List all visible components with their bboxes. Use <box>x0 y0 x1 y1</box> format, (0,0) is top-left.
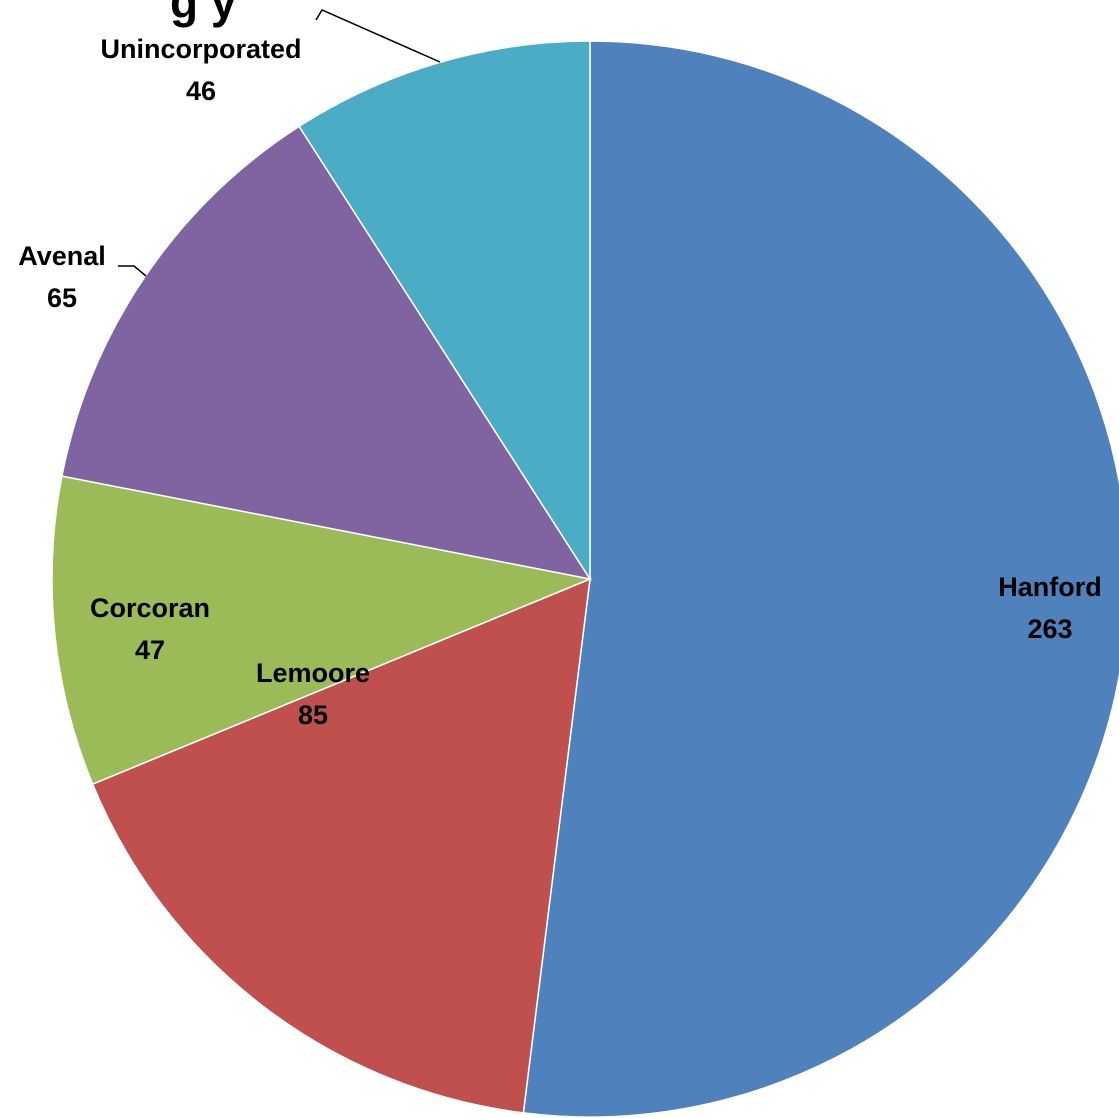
pie-label-value-hanford: 263 <box>1027 614 1072 644</box>
pie-slice-unincorporated <box>298 40 591 582</box>
pie-labels: Hanford 263 Lemoore 85 Corcoran 47 Avenal 65 Uni… <box>18 34 1102 730</box>
pie-slices <box>51 40 1119 1118</box>
pie-label-category-corcoran: Corcoran <box>90 593 210 623</box>
pie-label-category-lemoore: Lemoore <box>256 658 370 688</box>
pie-label-category-avenal: Avenal <box>18 241 106 271</box>
leader-line-unincorporated <box>315 9 441 63</box>
pie-label-value-corcoran: 47 <box>135 635 165 665</box>
pie-label-value-avenal: 65 <box>47 283 77 313</box>
leader-line-avenal <box>118 265 147 277</box>
chart-title-fragment: g y <box>170 0 237 28</box>
pie-label-value-unincorporated: 46 <box>186 76 216 106</box>
pie-slice-lemoore <box>91 577 591 1114</box>
pie-slice-avenal <box>61 125 592 581</box>
leader-lines <box>118 9 441 277</box>
pie-slice-hanford <box>522 40 1119 1118</box>
pie-label-value-lemoore: 85 <box>298 700 328 730</box>
pie-label-category-unincorporated: Unincorporated <box>100 34 301 64</box>
pie-label-category-hanford: Hanford <box>998 572 1102 602</box>
